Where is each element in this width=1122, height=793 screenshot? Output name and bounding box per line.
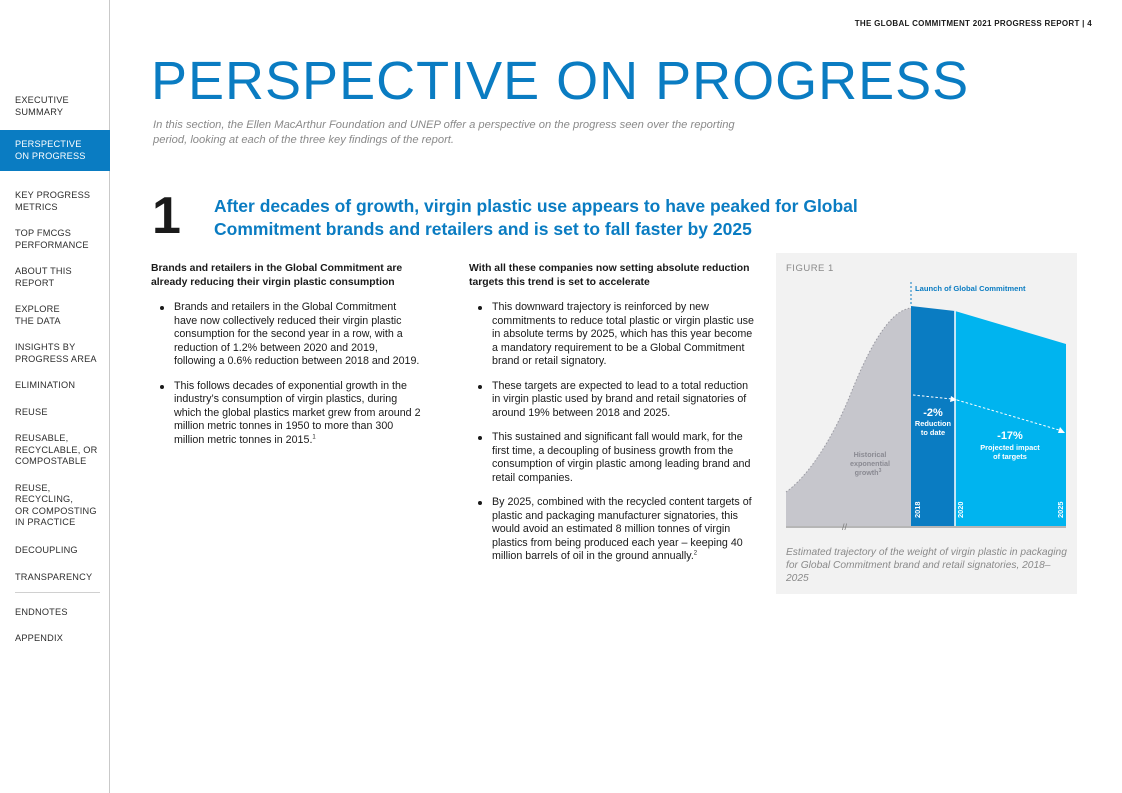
sidebar-item-reuse[interactable]: REUSE — [15, 406, 48, 417]
bullet-item: Brands and retailers in the Global Commi… — [151, 301, 421, 369]
sidebar-divider — [15, 591, 100, 593]
sidebar-item-reuse-recycling-or-composting-in-practice[interactable]: REUSE, RECYCLING, OR COMPOSTING IN PRACT… — [15, 482, 97, 528]
left-column: Brands and retailers in the Global Commi… — [151, 262, 441, 458]
finding-title: After decades of growth, virgin plastic … — [214, 196, 858, 239]
bullet-item: This downward trajectory is reinforced b… — [469, 301, 754, 369]
sidebar-nav: EXECUTIVE SUMMARY PERSPECTIVE ON PROGRESS… — [0, 95, 110, 645]
bullet-item: This follows decades of exponential grow… — [151, 380, 421, 448]
running-head: THE GLOBAL COMMITMENT 2021 PROGRESS REPO… — [854, 19, 1092, 28]
endnote-ref[interactable]: 1 — [312, 433, 316, 440]
bullet-text: This sustained and significant fall woul… — [492, 431, 751, 484]
finding-number: 1 — [152, 187, 181, 245]
projected-label-line-2: of targets — [993, 452, 1027, 461]
launch-label: Launch of Global Commitment — [915, 284, 1026, 293]
sidebar-item-perspective-on-progress[interactable]: PERSPECTIVE ON PROGRESS — [0, 130, 110, 171]
bullet-text: This downward trajectory is reinforced b… — [492, 301, 754, 367]
sidebar-item-top-fmcgs-performance[interactable]: TOP FMCGS PERFORMANCE — [15, 228, 89, 250]
intro-text: In this section, the Ellen MacArthur Fou… — [153, 119, 735, 146]
sidebar-item-elimination[interactable]: ELIMINATION — [15, 380, 76, 390]
reduction-arrow — [912, 394, 953, 400]
sidebar-item-executive-summary[interactable]: EXECUTIVE SUMMARY — [15, 95, 69, 117]
bullet-text: This follows decades of exponential grow… — [174, 379, 421, 446]
bullet-item: These targets are expected to lead to a … — [469, 380, 754, 421]
historical-growth-area — [786, 308, 911, 526]
page-title: PERSPECTIVE ON PROGRESS — [151, 51, 970, 111]
year-label-2018: 2018 — [913, 502, 922, 518]
projected-label-line-1: Projected impact — [980, 443, 1040, 452]
left-column-heading: Brands and retailers in the Global Commi… — [151, 263, 403, 288]
figure-1: FIGURE 1 Launch of Global Commitment His… — [776, 253, 1077, 594]
figure-caption: Estimated trajectory of the weight of vi… — [786, 547, 1067, 584]
reduction-to-date-area — [911, 306, 955, 526]
sidebar-item-decoupling[interactable]: DECOUPLING — [15, 544, 78, 555]
bullet-text: Brands and retailers in the Global Commi… — [174, 301, 420, 367]
bullet-text: These targets are expected to lead to a … — [492, 379, 749, 419]
right-bullet-list: This downward trajectory is reinforced b… — [469, 301, 759, 564]
year-label-2020: 2020 — [956, 502, 965, 518]
sidebar-item-appendix[interactable]: APPENDIX — [15, 633, 64, 643]
historical-label: Historical exponential growth3 — [850, 450, 890, 477]
sidebar-item-explore-the-data[interactable]: EXPLORE THE DATA — [15, 304, 61, 326]
historical-growth-outline — [785, 307, 912, 493]
historical-note: 3 — [879, 468, 882, 474]
sidebar-item-key-progress-metrics[interactable]: KEY PROGRESS METRICS — [15, 190, 91, 212]
historical-label-line-2: exponential — [850, 459, 890, 468]
axis-break-mark: // — [842, 522, 848, 532]
reduction-value: -2% — [923, 407, 943, 419]
bullet-item: By 2025, combined with the recycled cont… — [469, 496, 754, 564]
sidebar-item-reusable-recyclable-or-compostable[interactable]: REUSABLE, RECYCLABLE, OR COMPOSTABLE — [15, 433, 98, 466]
bullet-text: By 2025, combined with the recycled cont… — [492, 496, 752, 562]
sidebar-item-about-this-report[interactable]: ABOUT THIS REPORT — [15, 266, 72, 288]
trajectory-chart: Launch of Global Commitment Historical e… — [785, 282, 1066, 532]
right-column: With all these companies now setting abs… — [469, 262, 759, 575]
projected-impact-area — [955, 311, 1066, 526]
historical-label-line-3: growth — [855, 468, 879, 477]
sidebar: EXECUTIVE SUMMARY PERSPECTIVE ON PROGRESS… — [0, 0, 110, 793]
historical-label-line-1: Historical — [854, 450, 887, 459]
sidebar-item-insights-by-progress-area[interactable]: INSIGHTS BY PROGRESS AREA — [15, 342, 97, 364]
year-label-2025: 2025 — [1056, 502, 1065, 518]
bullet-item: This sustained and significant fall woul… — [469, 431, 754, 485]
figure-label: FIGURE 1 — [786, 263, 834, 274]
right-column-heading: With all these companies now setting abs… — [469, 263, 750, 288]
svg-text:growth3: growth3 — [855, 468, 882, 477]
sidebar-item-endnotes[interactable]: ENDNOTES — [15, 606, 68, 617]
projected-value: -17% — [997, 430, 1023, 442]
reduction-label-line-1: Reduction — [915, 419, 952, 428]
left-bullet-list: Brands and retailers in the Global Commi… — [151, 301, 441, 447]
reduction-label-line-2: to date — [921, 428, 945, 437]
endnote-ref[interactable]: 2 — [693, 550, 698, 557]
sidebar-item-transparency[interactable]: TRANSPARENCY — [15, 572, 93, 582]
